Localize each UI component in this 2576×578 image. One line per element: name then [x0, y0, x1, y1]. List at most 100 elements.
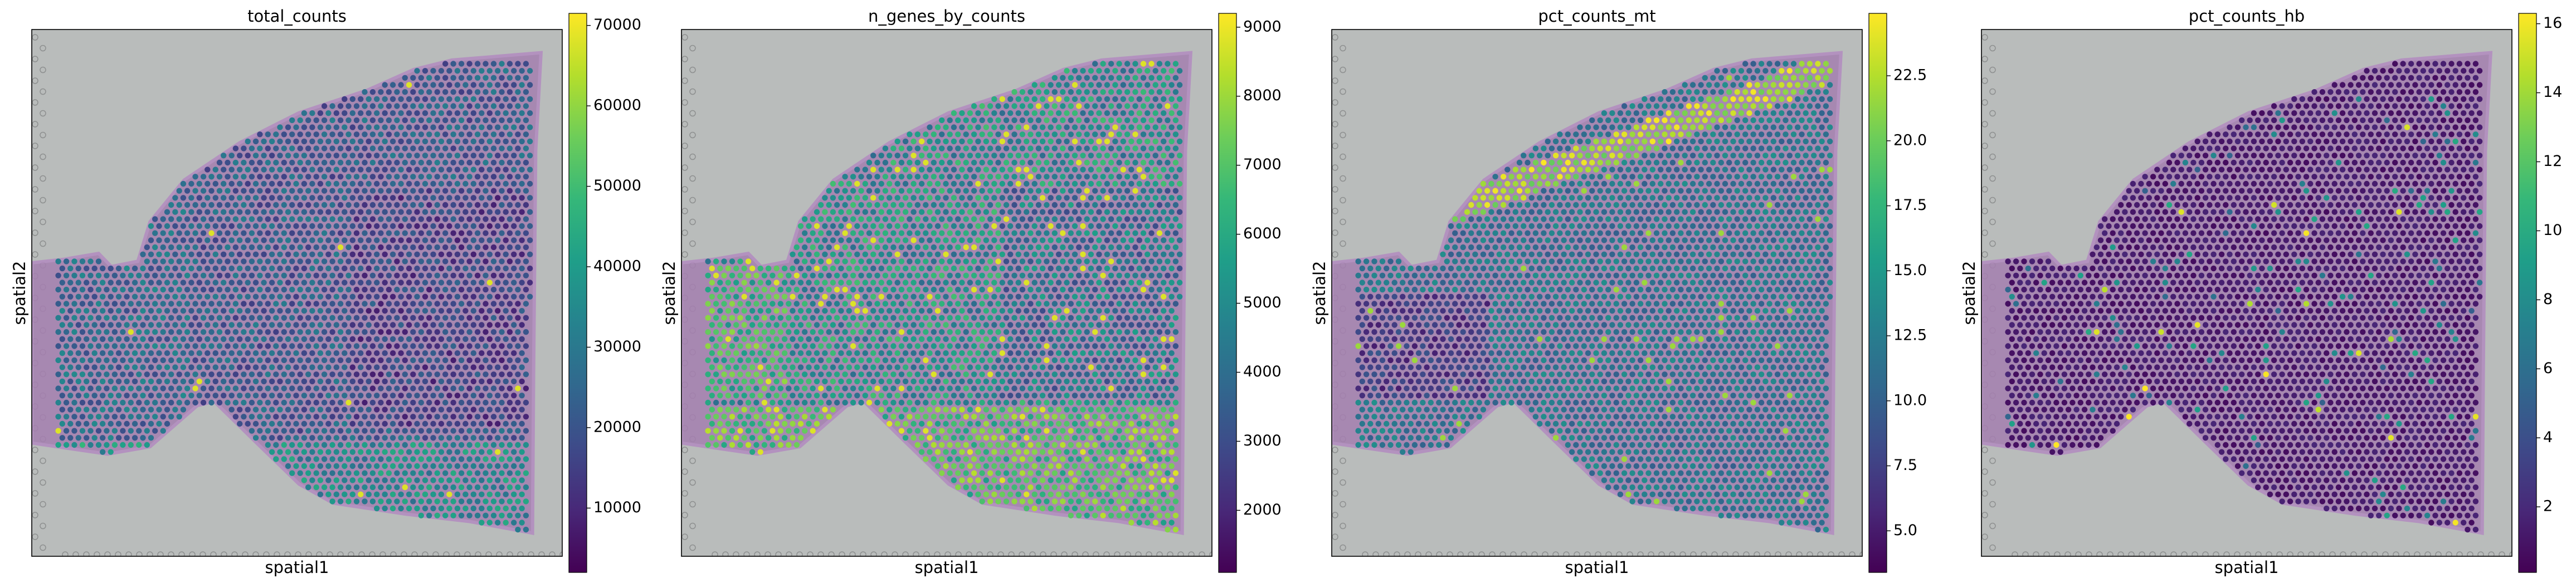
spot — [168, 385, 174, 391]
spot — [188, 378, 194, 385]
spot — [802, 343, 808, 349]
spot — [999, 110, 1006, 116]
spot — [245, 138, 251, 145]
spot — [479, 322, 485, 328]
spot — [261, 322, 267, 328]
spot — [353, 371, 360, 378]
spot — [705, 329, 711, 335]
spot — [474, 75, 481, 81]
spot — [1161, 153, 1167, 159]
spot — [1108, 89, 1114, 95]
spot — [462, 435, 469, 441]
spot — [228, 406, 235, 413]
spot — [196, 209, 202, 215]
spot — [108, 449, 114, 455]
spot — [309, 336, 315, 342]
colorbar — [568, 13, 587, 573]
spot — [1011, 103, 1017, 109]
spot — [806, 322, 812, 328]
spot — [434, 470, 440, 476]
spot — [1084, 258, 1090, 264]
spot — [474, 470, 481, 476]
spot — [369, 174, 376, 180]
spot — [241, 286, 247, 293]
spot — [317, 280, 324, 286]
spot — [329, 103, 335, 109]
spot — [862, 280, 869, 286]
fiducial-marker — [849, 551, 856, 556]
spot — [729, 272, 736, 278]
spot — [1108, 315, 1114, 321]
spot — [765, 322, 772, 328]
spot — [216, 244, 223, 251]
spot — [261, 209, 267, 215]
spot — [297, 188, 303, 194]
spot — [1011, 230, 1017, 236]
spot — [483, 117, 489, 124]
spot — [100, 420, 106, 427]
spot — [430, 406, 436, 413]
spot — [959, 195, 965, 201]
spot — [293, 280, 299, 286]
spot — [793, 357, 800, 364]
spot — [934, 223, 941, 229]
spot — [902, 322, 909, 328]
fiducial-marker — [40, 110, 46, 117]
spot — [834, 357, 840, 364]
spot — [1080, 265, 1086, 272]
spot — [1124, 272, 1131, 278]
spot — [1080, 293, 1086, 300]
spot — [818, 202, 824, 208]
spot — [1051, 230, 1058, 236]
fiducial-marker — [358, 551, 365, 556]
spot — [442, 61, 449, 67]
spot — [479, 124, 485, 130]
spot — [188, 336, 194, 342]
spot — [846, 209, 853, 215]
spot — [483, 159, 489, 166]
spot — [374, 336, 380, 342]
spot — [466, 131, 473, 138]
spot — [1084, 216, 1090, 222]
spot — [523, 216, 529, 222]
spot — [1011, 272, 1017, 278]
spot — [483, 512, 489, 518]
spot — [1172, 202, 1179, 208]
spot — [1072, 237, 1078, 243]
spot — [232, 329, 239, 335]
spot — [1104, 195, 1111, 201]
spot — [1112, 96, 1118, 102]
spot — [438, 280, 445, 286]
spot — [1031, 280, 1038, 286]
spot — [148, 393, 154, 399]
spot — [1176, 223, 1183, 229]
spot — [1039, 350, 1046, 356]
fiducial-marker — [1135, 551, 1142, 556]
spot — [745, 371, 752, 378]
spot — [156, 293, 162, 300]
spot — [967, 124, 973, 130]
spot — [192, 188, 198, 194]
spot — [850, 301, 856, 307]
spot — [1055, 265, 1062, 272]
spot — [753, 329, 759, 335]
spot — [111, 414, 118, 420]
spot — [426, 428, 432, 434]
spot — [503, 237, 509, 243]
spot — [71, 371, 77, 378]
spot — [918, 166, 925, 173]
spot — [353, 301, 360, 307]
spot — [430, 477, 436, 483]
spot — [180, 322, 187, 328]
spot — [84, 322, 90, 328]
spot — [434, 357, 440, 364]
spot — [846, 265, 853, 272]
spot — [366, 322, 372, 328]
fiducial-marker — [681, 447, 688, 453]
spot — [204, 364, 211, 370]
spot — [1116, 329, 1122, 335]
fiducial-marker — [517, 551, 524, 556]
spot — [967, 350, 973, 356]
spot — [1072, 265, 1078, 272]
spot — [927, 180, 933, 187]
